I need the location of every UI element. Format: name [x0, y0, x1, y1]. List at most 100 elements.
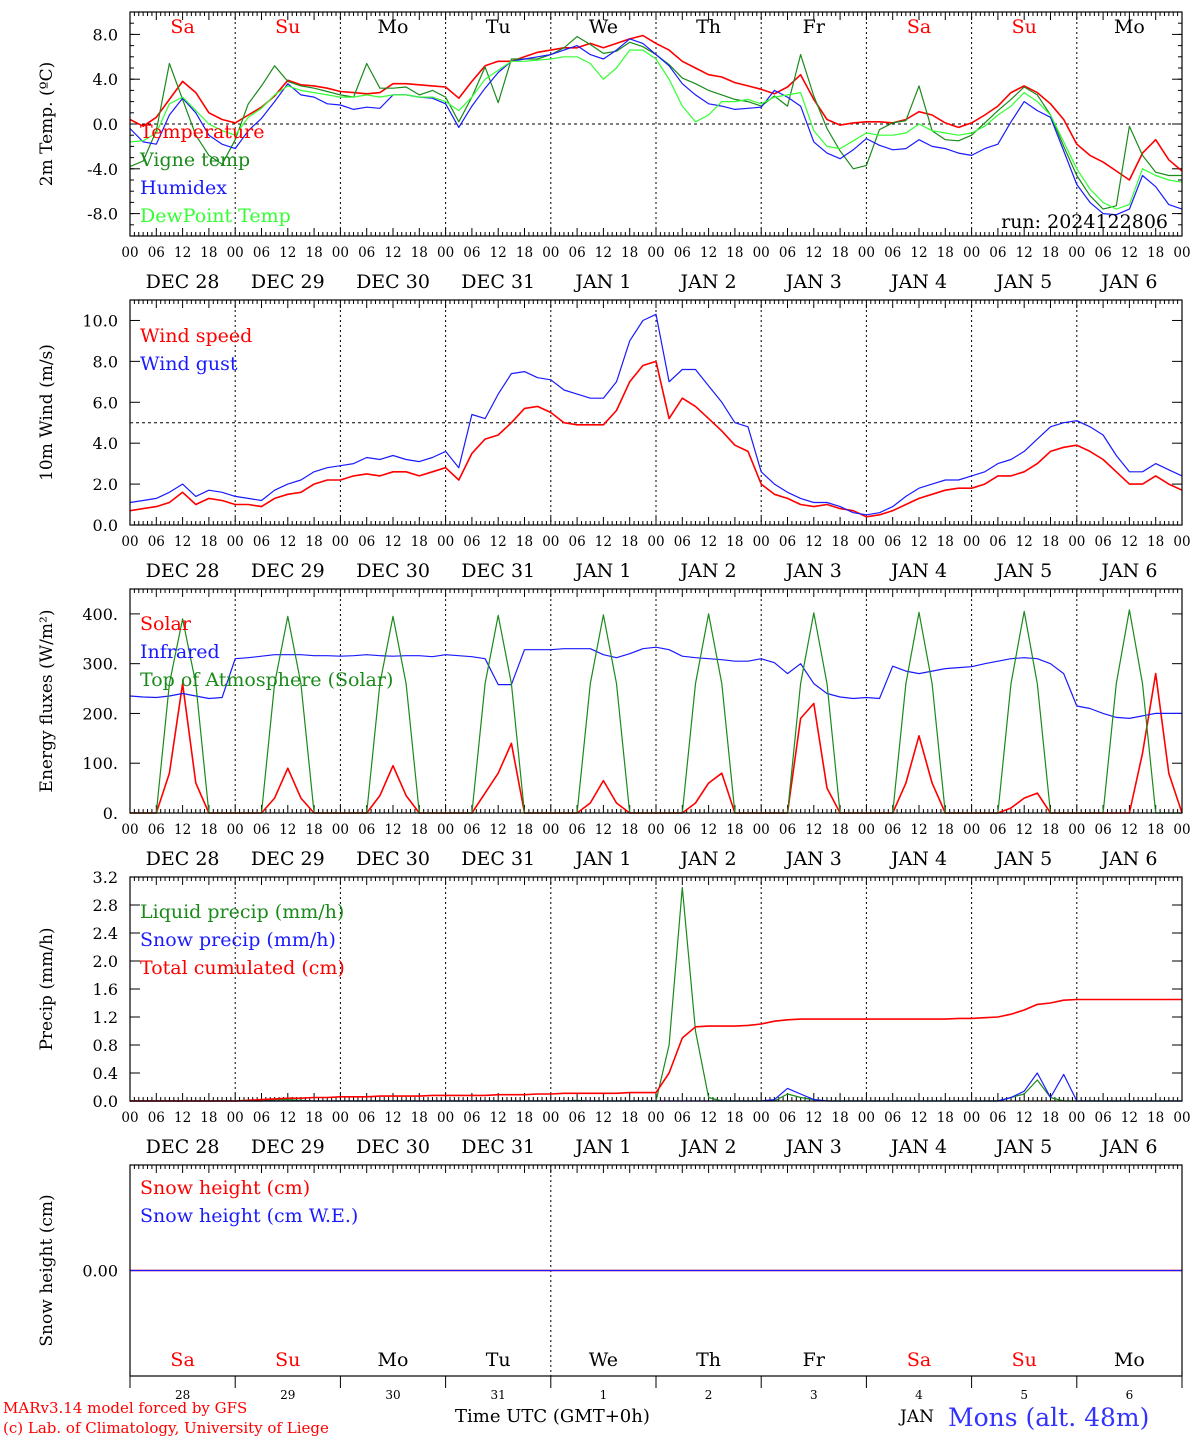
hour-tick-label: 12 — [279, 245, 296, 261]
hour-tick-label: 00 — [227, 1110, 244, 1126]
legend-entry: Wind speed — [140, 325, 252, 347]
panel-frame — [129, 588, 1183, 814]
hour-tick-label: 18 — [621, 534, 638, 550]
hour-tick-label: 06 — [148, 1110, 165, 1126]
hour-tick-label: 12 — [384, 1110, 401, 1126]
y-tick-label: 3.2 — [93, 868, 118, 887]
date-label: JAN 2 — [679, 1136, 737, 1158]
weekday-label: Mo — [1114, 1349, 1145, 1371]
date-label: JAN 4 — [889, 560, 947, 582]
hour-tick-label: 06 — [1095, 822, 1112, 838]
hour-tick-label: 06 — [358, 245, 375, 261]
date-label: DEC 28 — [146, 1136, 220, 1158]
hour-tick-label: 12 — [174, 245, 191, 261]
hour-tick-label: 06 — [1095, 534, 1112, 550]
hour-tick-label: 12 — [595, 245, 612, 261]
date-label: JAN 2 — [679, 271, 737, 293]
hour-tick-label: 18 — [200, 245, 217, 261]
hour-tick-label: 06 — [569, 534, 586, 550]
date-label: JAN 4 — [889, 1136, 947, 1158]
legend-entry: Solar — [140, 613, 192, 635]
hour-tick-label: 18 — [1147, 245, 1164, 261]
hour-tick-label: 06 — [884, 1110, 901, 1126]
y-tick-label: 4.0 — [93, 434, 118, 453]
date-label: DEC 31 — [461, 1136, 535, 1158]
y-tick-label: 4.0 — [93, 70, 118, 89]
date-label: DEC 29 — [251, 271, 325, 293]
legend-entry: Top of Atmosphere (Solar) — [140, 669, 393, 691]
y-axis-title: Energy fluxes (W/m²) — [37, 610, 57, 793]
run-annotation: run: 2024122806 — [1001, 211, 1168, 233]
hour-tick-label: 06 — [674, 1110, 691, 1126]
hour-tick-label: 12 — [1016, 245, 1033, 261]
y-tick-label: 0.0 — [93, 1092, 118, 1111]
legend-entry: Humidex — [140, 177, 227, 199]
y-tick-label: 8.0 — [93, 352, 118, 371]
date-label: JAN 1 — [573, 848, 631, 870]
hour-tick-label: 06 — [1095, 245, 1112, 261]
hour-tick-label: 00 — [753, 822, 770, 838]
hour-tick-label: 00 — [858, 822, 875, 838]
hour-tick-label: 00 — [963, 245, 980, 261]
panel-4: 3.2 2.8 2.4 2.0 1.6 1.2 0.8 0.4 0.0 Precip (mm/h)… — [37, 868, 1191, 1158]
hour-tick-label: 12 — [1121, 245, 1138, 261]
y-tick-label: 2.0 — [93, 952, 118, 971]
panel-frame — [129, 299, 1183, 526]
hour-tick-label: 00 — [437, 1110, 454, 1126]
weekday-label: Fr — [803, 16, 826, 38]
hour-tick-label: 06 — [358, 534, 375, 550]
hour-tick-label: 18 — [832, 245, 849, 261]
hour-tick-label: 06 — [463, 534, 480, 550]
hour-tick-label: 00 — [858, 245, 875, 261]
hour-tick-label: 12 — [174, 534, 191, 550]
hour-tick-label: 18 — [1147, 534, 1164, 550]
hour-tick-label: 00 — [121, 245, 138, 261]
hour-tick-label: 06 — [253, 1110, 270, 1126]
series-temperature — [129, 34, 1183, 181]
legend-entry: Total cumulated (cm) — [140, 957, 345, 979]
hour-tick-label: 06 — [674, 245, 691, 261]
hour-tick-label: 00 — [963, 1110, 980, 1126]
hour-tick-label: 06 — [463, 245, 480, 261]
hour-tick-label: 12 — [490, 822, 507, 838]
hour-tick-label: 12 — [805, 534, 822, 550]
hour-tick-label: 00 — [332, 245, 349, 261]
y-tick-label: 0.0 — [93, 115, 118, 134]
hour-tick-label: 18 — [306, 822, 323, 838]
y-tick-label: 100. — [82, 754, 118, 773]
y-tick-label: 0. — [103, 804, 118, 823]
month-label: JAN — [900, 1407, 934, 1427]
date-label: JAN 6 — [1099, 1136, 1157, 1158]
hour-tick-label: 12 — [700, 822, 717, 838]
series-total-cumulated-cm- — [130, 998, 1182, 1102]
day-number-label: 30 — [385, 1388, 400, 1402]
y-tick-label: 200. — [82, 704, 118, 723]
y-tick-label: 0.8 — [93, 1036, 118, 1055]
hour-tick-label: 00 — [542, 534, 559, 550]
weekday-label: Tu — [486, 16, 511, 38]
legend-entry: Vigne temp — [139, 149, 250, 171]
hour-tick-label: 18 — [200, 822, 217, 838]
legend-entry: Infrared — [140, 641, 220, 663]
hour-tick-label: 00 — [753, 1110, 770, 1126]
model-credit: MARv3.14 model forced by GFS — [3, 1399, 248, 1417]
weekday-label: Sa — [170, 1349, 194, 1371]
legend-entry: Wind gust — [140, 353, 238, 375]
date-label: DEC 29 — [251, 560, 325, 582]
hour-tick-label: 18 — [937, 245, 954, 261]
weekday-label: Su — [275, 16, 300, 38]
y-tick-label: -4.0 — [87, 160, 118, 179]
hour-tick-label: 12 — [1016, 534, 1033, 550]
date-label: JAN 6 — [1099, 848, 1157, 870]
hour-tick-label: 18 — [516, 245, 533, 261]
series-wind-gust — [129, 313, 1183, 516]
hour-tick-label: 00 — [542, 1110, 559, 1126]
hour-tick-label: 12 — [279, 1110, 296, 1126]
panel-frame — [129, 11, 1183, 237]
date-label: JAN 1 — [573, 560, 631, 582]
legend-entry: Liquid precip (mm/h) — [140, 901, 344, 923]
y-tick-label: 6.0 — [93, 393, 118, 412]
hour-tick-label: 18 — [937, 1110, 954, 1126]
hour-tick-label: 18 — [200, 534, 217, 550]
